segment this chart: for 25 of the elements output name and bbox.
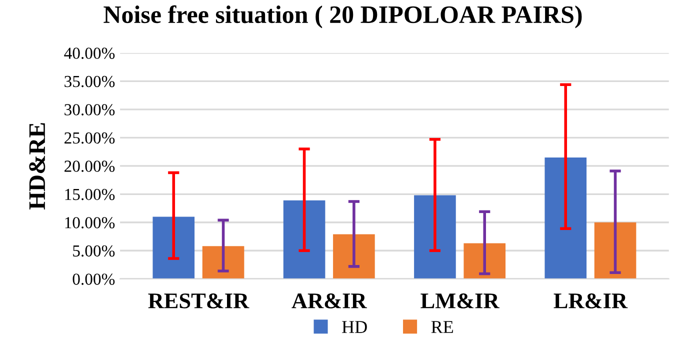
bar — [333, 234, 375, 279]
bar — [594, 222, 636, 279]
bar — [283, 200, 326, 279]
x-tick-label: LM&IR — [420, 293, 500, 308]
x-tick-label: AR&IR — [292, 293, 367, 308]
y-tick-label: 40.00% — [64, 48, 115, 59]
y-tick-label: 5.00% — [73, 245, 115, 257]
y-tick-label: 15.00% — [65, 188, 115, 200]
bar — [544, 157, 587, 279]
y-tick-label: 10.00% — [65, 217, 115, 228]
bar — [414, 195, 456, 279]
bar — [202, 246, 244, 279]
x-tick-label: REST&IR — [148, 293, 250, 308]
bar — [464, 243, 506, 279]
x-tick-label: LR&IR — [554, 293, 628, 308]
y-tick-label: 0.00% — [72, 274, 115, 285]
y-tick-label: 35.00% — [64, 76, 115, 88]
chart-title: Noise free situation ( 20 DIPOLOAR PAIRS) — [104, 5, 582, 28]
legend-label: HD — [342, 321, 367, 333]
y-axis-title: HD&RE — [29, 123, 46, 210]
y-tick-label: 20.00% — [64, 160, 115, 172]
y-tick-label: 30.00% — [64, 104, 115, 116]
bar — [152, 216, 195, 279]
legend-label: RE — [431, 321, 453, 333]
y-tick-label: 25.00% — [64, 132, 115, 144]
